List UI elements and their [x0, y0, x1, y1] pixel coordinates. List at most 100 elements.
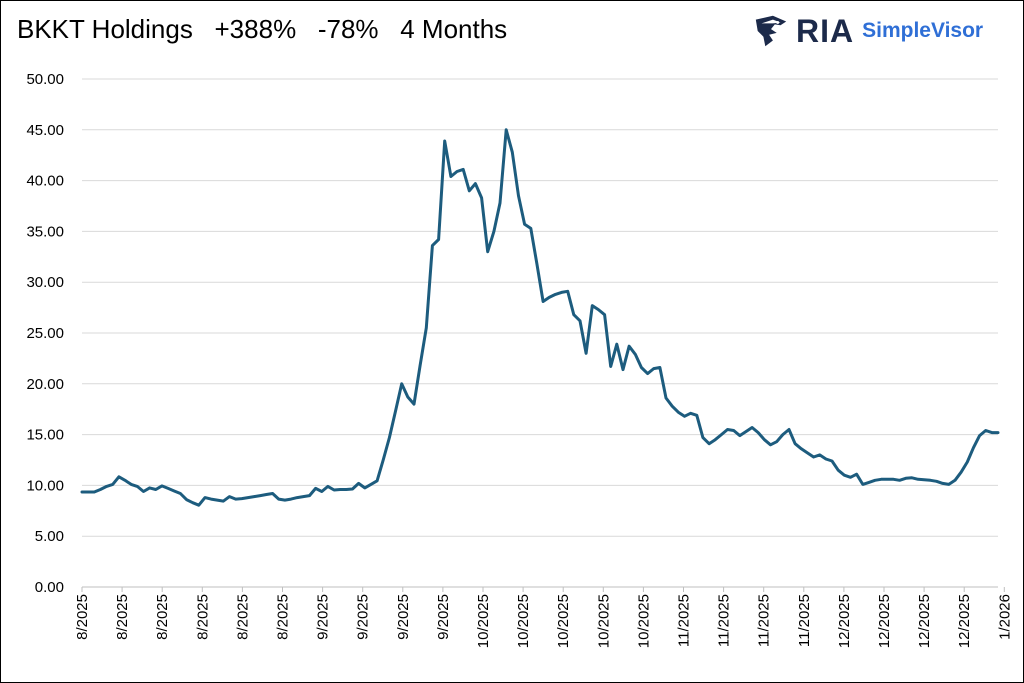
y-tick-label: 25.00 [26, 325, 64, 342]
data-point [204, 497, 206, 499]
data-point [161, 485, 163, 487]
data-point [517, 195, 520, 197]
data-point [474, 183, 476, 185]
data-point [874, 479, 876, 481]
data-point [991, 432, 993, 434]
data-point [825, 458, 827, 460]
data-point [985, 429, 987, 432]
data-point [222, 500, 224, 502]
x-tick-label: 10/2025 [475, 594, 492, 648]
data-point [757, 432, 759, 434]
data-point [653, 368, 655, 370]
y-tick-label: 5.00 [35, 528, 64, 545]
data-point [216, 499, 218, 501]
data-point [647, 373, 649, 375]
x-tick-label: 8/2025 [194, 594, 211, 640]
data-point [733, 429, 735, 432]
x-tick-label: 11/2025 [716, 594, 733, 647]
chart-title: BKKT Holdings +388% -78% 4 Months [17, 14, 508, 44]
x-tick-label: 10/2025 [515, 594, 532, 648]
brand-ria-text: RIA [796, 12, 855, 49]
data-point [130, 483, 132, 485]
data-point [284, 499, 286, 501]
data-point [610, 365, 612, 368]
data-point [407, 396, 409, 398]
x-tick-label: 11/2025 [756, 594, 773, 647]
data-point [167, 487, 169, 489]
data-point [419, 364, 421, 367]
data-point [911, 477, 913, 479]
data-point [106, 485, 108, 487]
data-point [548, 296, 550, 298]
data-point [456, 170, 458, 173]
data-point [923, 479, 925, 481]
data-point [290, 498, 292, 500]
x-tick-label: 8/2025 [114, 594, 131, 640]
x-tick-label: 9/2025 [395, 594, 412, 640]
data-point [702, 437, 704, 439]
data-point [278, 498, 280, 500]
data-point [339, 488, 341, 491]
x-tick-label: 8/2025 [275, 594, 292, 640]
data-point [192, 502, 194, 504]
data-point [892, 478, 895, 480]
data-point [905, 477, 907, 479]
data-point [425, 327, 427, 329]
data-point [333, 489, 335, 491]
data-point [683, 415, 686, 417]
x-tick-label: 10/2025 [635, 594, 652, 648]
brand-simplevisor-text: SimpleVisor [862, 19, 984, 42]
data-point [794, 443, 796, 445]
data-point [899, 479, 901, 481]
data-point [179, 492, 181, 495]
data-point [93, 491, 95, 493]
data-point [935, 480, 938, 482]
data-point [997, 432, 999, 434]
data-point [81, 491, 83, 493]
data-point [671, 405, 673, 407]
data-point [739, 435, 741, 437]
data-point [376, 480, 378, 482]
data-point [837, 469, 839, 471]
data-point [112, 483, 114, 485]
data-point [505, 129, 507, 131]
data-point [511, 151, 513, 153]
data-point [880, 478, 882, 480]
data-point [763, 439, 766, 441]
data-point [843, 474, 845, 476]
data-point [185, 499, 188, 501]
y-axis-ticks: 0.00 5.00 10.00 15.00 20.00 25.00 30.00 35.00 40… [26, 71, 64, 596]
data-point [468, 190, 470, 192]
data-point [364, 487, 366, 489]
data-point [960, 471, 962, 473]
data-point [776, 441, 778, 443]
data-point [745, 431, 747, 433]
data-point [481, 197, 483, 199]
data-point [524, 223, 526, 225]
eagle-logo-icon [755, 15, 787, 47]
data-point [813, 456, 815, 458]
y-tick-label: 40.00 [26, 173, 64, 190]
data-point [542, 300, 544, 303]
x-tick-label: 1/2026 [996, 594, 1013, 640]
data-point [604, 314, 606, 316]
data-point [155, 488, 157, 491]
data-point [444, 140, 446, 142]
y-tick-label: 15.00 [26, 427, 64, 444]
data-point [597, 309, 600, 311]
data-point [954, 479, 956, 481]
series-line [80, 128, 1000, 507]
data-point [819, 454, 821, 456]
data-point [370, 483, 372, 485]
data-point [142, 490, 145, 493]
data-point [247, 497, 249, 499]
data-point [438, 238, 440, 241]
data-point [253, 496, 255, 498]
brand-logo: RIA SimpleVisor [752, 12, 983, 50]
data-point [585, 352, 587, 354]
data-point [573, 314, 575, 316]
x-tick-label: 9/2025 [315, 594, 332, 640]
data-point [714, 439, 716, 441]
data-point [782, 434, 784, 436]
